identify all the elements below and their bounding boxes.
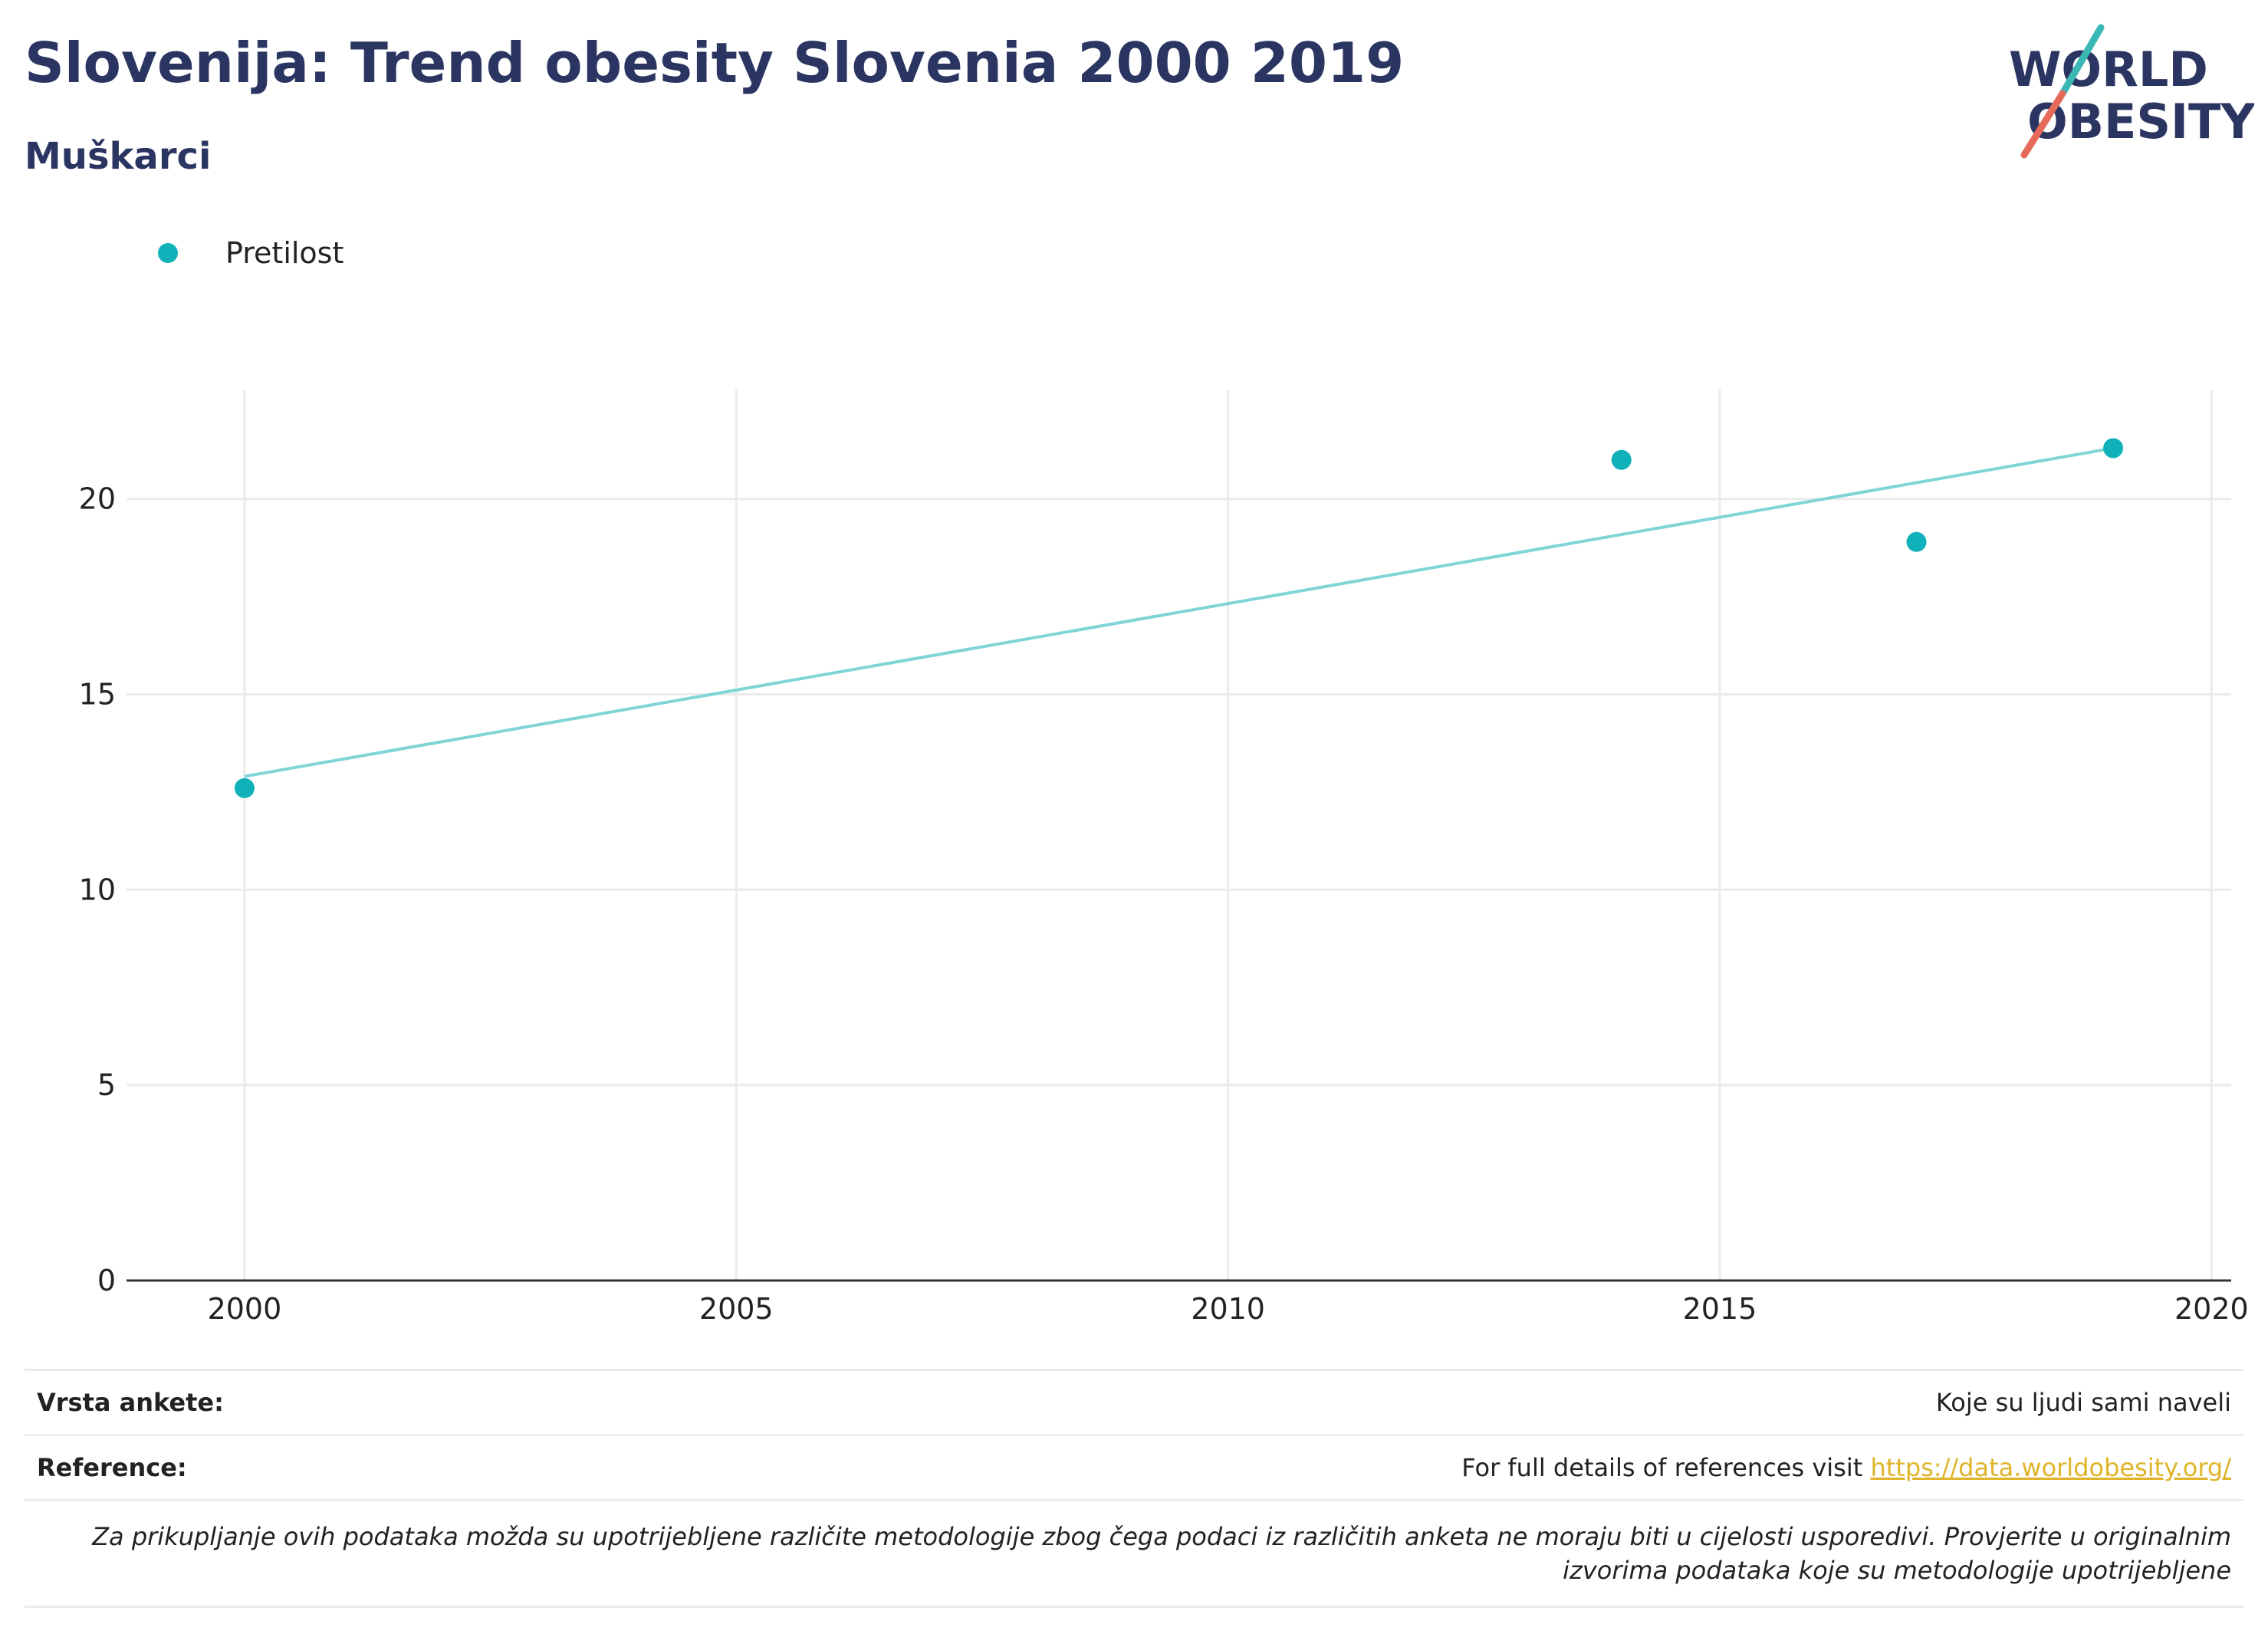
reference-row: Reference: For full details of reference… bbox=[25, 1436, 2243, 1501]
x-tick-label: 2010 bbox=[1191, 1292, 1265, 1326]
x-tick-label: 2020 bbox=[2174, 1292, 2249, 1326]
x-tick-label: 2005 bbox=[699, 1292, 774, 1326]
page-subtitle: Muškarci bbox=[25, 135, 212, 178]
logo-slash-coral bbox=[2020, 90, 2066, 159]
chart-plot: 2000 2005 2010 2015 2020 0 5 10 15 20 bbox=[79, 390, 2249, 1326]
data-point bbox=[2103, 438, 2124, 459]
chart-legend: Pretilost bbox=[158, 230, 343, 276]
survey-type-label: Vrsta ankete: bbox=[37, 1388, 224, 1417]
x-tick-label: 2000 bbox=[208, 1292, 282, 1326]
logo-line-1: WORLD bbox=[2009, 41, 2208, 97]
y-tick-label: 0 bbox=[97, 1264, 116, 1297]
data-point bbox=[1611, 449, 1632, 470]
y-tick-label: 5 bbox=[97, 1068, 116, 1102]
reference-text: For full details of references visit bbox=[1461, 1453, 1871, 1482]
logo-line-2: OBESITY bbox=[2027, 94, 2254, 150]
y-tick-label: 20 bbox=[79, 482, 116, 516]
y-tick-label: 15 bbox=[79, 678, 116, 712]
methodology-note: Za prikupljanje ovih podataka možda su u… bbox=[25, 1501, 2243, 1608]
logo-slash-teal bbox=[2059, 24, 2105, 97]
reference-label: Reference: bbox=[37, 1453, 187, 1482]
chart-footer: Vrsta ankete: Koje su ljudi sami naveli … bbox=[25, 1369, 2243, 1608]
reference-link[interactable]: https://data.worldobesity.org/ bbox=[1870, 1453, 2231, 1482]
survey-type-value: Koje su ljudi sami naveli bbox=[1935, 1388, 2231, 1417]
y-tick-label: 10 bbox=[79, 873, 116, 906]
legend-label: Pretilost bbox=[225, 236, 344, 270]
world-obesity-logo: WORLD OBESITY bbox=[2009, 24, 2254, 159]
reference-value: For full details of references visit htt… bbox=[1461, 1453, 2231, 1482]
data-point bbox=[1906, 531, 1927, 552]
survey-type-row: Vrsta ankete: Koje su ljudi sami naveli bbox=[25, 1371, 2243, 1436]
data-point bbox=[234, 778, 255, 798]
page-title: Slovenija: Trend obesity Slovenia 2000 2… bbox=[25, 31, 1405, 95]
legend-marker bbox=[158, 243, 178, 263]
trend-line bbox=[244, 446, 2114, 778]
x-tick-label: 2015 bbox=[1683, 1292, 1757, 1326]
